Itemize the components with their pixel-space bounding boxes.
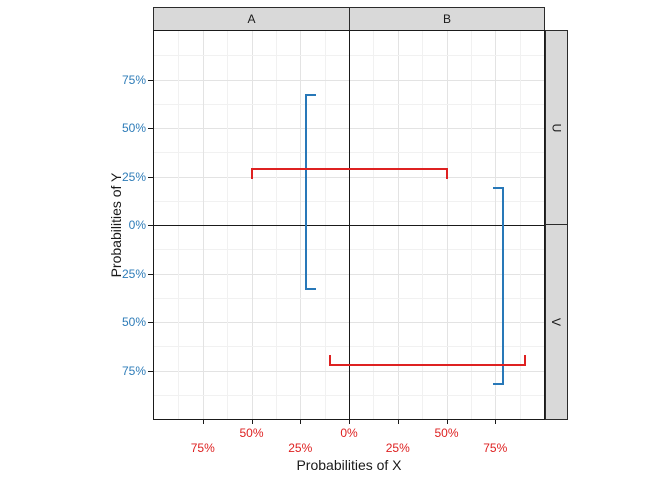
facet-strip-label-B: B: [442, 12, 451, 26]
y-axis-tick-label: 25%: [121, 169, 146, 184]
facet-strip-label-V: V: [549, 317, 564, 327]
facet-strip-column-B: B: [349, 7, 545, 31]
facet-strip-column-A: A: [153, 7, 350, 31]
y-axis-tick-label: 0%: [128, 218, 146, 232]
facet-strip-label-A: A: [247, 12, 256, 26]
y-axis-title: Probabilities of Y: [108, 172, 124, 278]
plot-panel-area: [153, 30, 545, 420]
x-axis-tick-label: 50%: [434, 426, 459, 440]
x-axis-title: Probabilities of X: [296, 457, 402, 473]
x-axis-tick-label: 75%: [483, 441, 508, 455]
x-axis-tick-label: 25%: [385, 441, 410, 455]
y-axis-tick-label: 75%: [121, 72, 146, 87]
y-axis-tick-label: 50%: [121, 121, 146, 135]
facet-strip-label-U: U: [549, 123, 564, 132]
x-axis-tick-label: 75%: [190, 441, 215, 455]
y-axis-tick-label: 75%: [121, 363, 146, 378]
y-axis-tick-label: 25%: [121, 266, 146, 281]
x-axis-tick-label: 50%: [239, 426, 264, 440]
x-axis-tick-label: 25%: [288, 441, 313, 455]
facet-strip-row-V: V: [545, 224, 568, 420]
y-axis-tick-label: 50%: [121, 315, 146, 329]
x-axis-tick-label: 0%: [340, 426, 358, 440]
facet-strip-row-U: U: [545, 30, 568, 225]
zero-line-horizontal: [154, 225, 544, 226]
